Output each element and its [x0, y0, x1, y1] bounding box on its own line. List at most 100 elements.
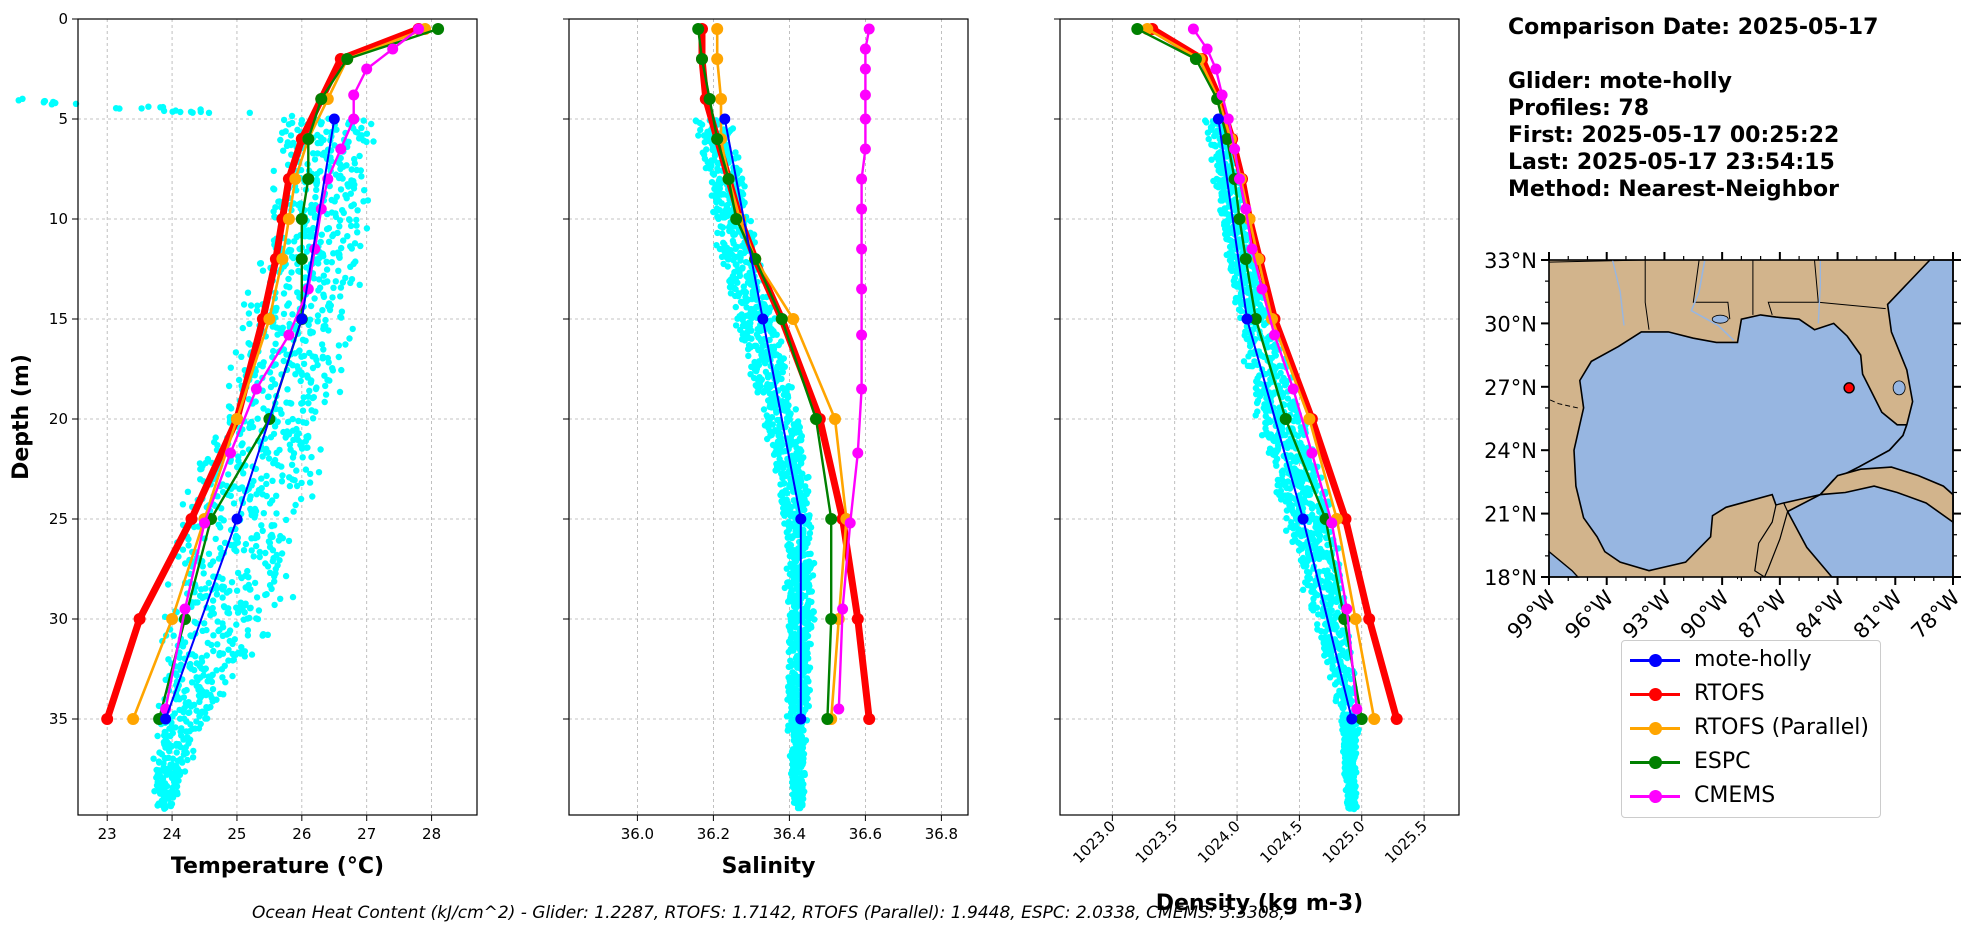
glider-point	[219, 650, 227, 657]
glider-point	[319, 307, 326, 314]
glider-point	[1225, 225, 1233, 232]
glider-point	[752, 382, 759, 389]
glider-point	[325, 238, 333, 245]
glider-point	[41, 97, 49, 105]
glider-point	[205, 704, 212, 712]
glider-point	[303, 264, 310, 271]
glider-point	[1245, 353, 1252, 360]
glider-name: Glider: mote-holly	[1508, 69, 1732, 94]
series-point	[696, 53, 708, 65]
glider-point	[810, 608, 817, 615]
glider-point	[353, 222, 360, 229]
glider-point	[784, 727, 791, 734]
glider-point	[767, 432, 774, 439]
glider-point	[732, 245, 739, 252]
glider-point	[797, 454, 804, 461]
glider-point	[247, 302, 255, 309]
glider-point	[224, 609, 231, 616]
plot-area	[1060, 19, 1459, 815]
glider-point	[295, 366, 302, 373]
glider-point	[172, 670, 179, 677]
glider-point	[263, 480, 270, 488]
glider-point	[1324, 576, 1331, 583]
glider-point	[754, 389, 761, 396]
glider-point	[718, 230, 726, 237]
glider-point	[778, 438, 785, 445]
glider-point	[1326, 674, 1334, 681]
glider-point	[1310, 530, 1317, 537]
glider-point	[804, 535, 812, 542]
glider-point	[280, 428, 287, 436]
glider-point	[282, 128, 289, 135]
glider-point	[695, 132, 702, 139]
glider-point	[797, 784, 804, 792]
glider-point	[1310, 469, 1317, 476]
glider-point	[309, 493, 316, 500]
glider-point	[1246, 362, 1254, 370]
glider-point	[1351, 804, 1358, 811]
series-point	[283, 329, 295, 341]
glider-point	[256, 260, 264, 267]
glider-point	[200, 689, 207, 697]
glider-point	[308, 229, 315, 236]
glider-point	[720, 260, 727, 268]
glider-point	[787, 635, 795, 642]
glider-point	[267, 383, 275, 391]
glider-point	[345, 183, 352, 190]
glider-point	[162, 755, 169, 762]
glider-point	[1257, 380, 1264, 387]
glider-point	[201, 620, 208, 627]
x-tick-label: 36.4	[773, 825, 806, 843]
glider-point	[217, 515, 224, 522]
glider-point	[346, 216, 353, 224]
series-point	[825, 613, 838, 625]
state-border	[1644, 260, 1650, 330]
glider-point	[351, 240, 359, 247]
glider-point	[238, 644, 245, 651]
glider-point	[177, 661, 185, 668]
glider-point	[808, 598, 815, 606]
glider-point	[173, 696, 180, 703]
glider-point	[1296, 482, 1303, 489]
series-point	[1216, 89, 1228, 101]
series-point	[757, 313, 769, 325]
glider-point	[363, 225, 371, 232]
glider-point	[316, 284, 324, 291]
glider-point	[1219, 197, 1226, 204]
glider-point	[335, 267, 342, 274]
glider-point	[792, 406, 799, 413]
y-tick-label: 5	[58, 110, 68, 128]
glider-point	[318, 250, 326, 257]
glider-point	[354, 229, 361, 236]
glider-point	[159, 103, 167, 111]
glider-point	[298, 117, 306, 124]
series-point	[1246, 243, 1258, 255]
glider-point	[1339, 627, 1346, 634]
series-point	[719, 113, 731, 125]
glider-point	[248, 535, 255, 542]
glider-point	[1336, 687, 1343, 695]
glider-point	[240, 547, 248, 554]
series-point	[1131, 23, 1144, 35]
glider-point	[234, 609, 242, 616]
lake-pontchartrain	[1711, 314, 1729, 324]
y-tick-label: 15	[49, 310, 68, 328]
plot-frame	[568, 18, 969, 816]
glider-point	[237, 599, 244, 606]
series-point	[825, 513, 838, 525]
glider-point	[1230, 267, 1237, 274]
glider-point	[252, 508, 260, 515]
glider-point	[778, 447, 785, 455]
series-point	[856, 329, 868, 341]
glider-point	[213, 667, 220, 674]
x-tick-label: 36.0	[621, 825, 654, 843]
glider-point	[200, 570, 207, 577]
glider-point	[763, 306, 770, 314]
glider-point	[1339, 666, 1347, 673]
glider-point	[312, 194, 319, 201]
glider-point	[162, 734, 169, 741]
glider-point	[304, 444, 311, 451]
glider-point	[1283, 527, 1290, 534]
glider-point	[254, 615, 262, 623]
glider-point	[748, 327, 755, 334]
